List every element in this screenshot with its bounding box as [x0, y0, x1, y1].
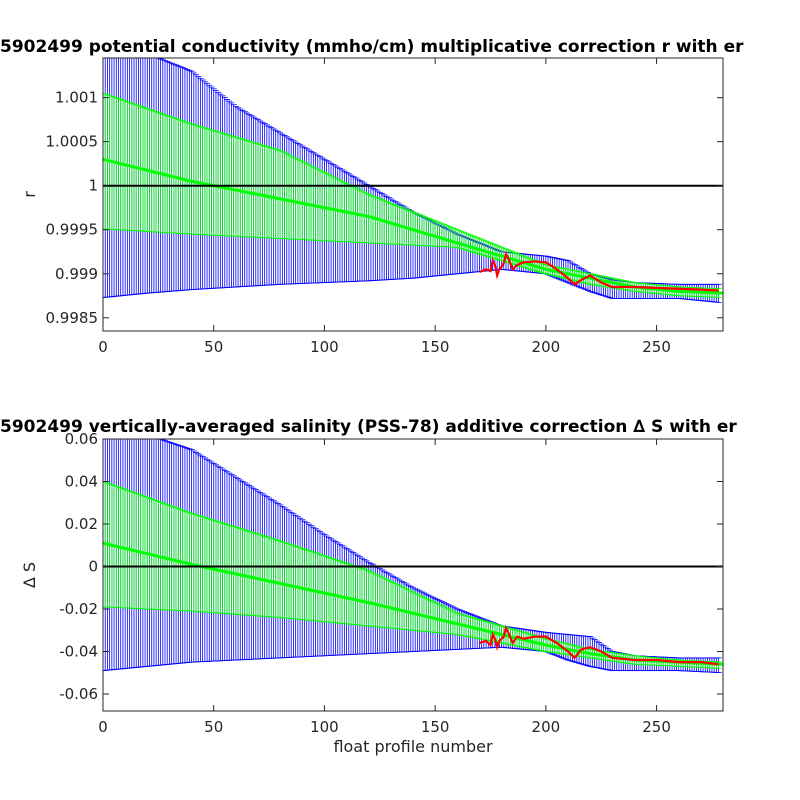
- y-axis-label: r: [20, 191, 39, 198]
- y-tick-label: 0.999: [55, 265, 98, 283]
- y-tick-label: -0.02: [59, 600, 98, 618]
- bottom-plot: 0 50 100 150 200 250 -0.06 -0.04 -0.02 0 0.02 0.04 0…: [0, 417, 737, 756]
- x-tick-label: 0: [98, 718, 108, 736]
- axes-box: [102, 57, 724, 332]
- x-tick-label: 150: [421, 338, 450, 356]
- axes-box: [102, 438, 724, 712]
- y-tick-label: 1: [88, 177, 98, 195]
- x-tick-label: 100: [310, 718, 339, 736]
- correction-line: [479, 251, 719, 292]
- x-tick-label: 200: [532, 718, 561, 736]
- x-tick-label: 50: [204, 718, 223, 736]
- y-tick-label: 0: [88, 558, 98, 576]
- y-tick-label: 0.02: [65, 515, 98, 533]
- y-tick-label: -0.06: [59, 685, 98, 703]
- y-tick-label: 1.001: [55, 89, 98, 107]
- plot-area: [103, 439, 723, 673]
- y-tick-label: 0.9995: [46, 221, 99, 239]
- y-tick-label: 0.06: [65, 430, 98, 448]
- x-tick-label: 150: [421, 718, 450, 736]
- x-tick-label: 0: [98, 338, 108, 356]
- x-tick-label: 200: [532, 338, 561, 356]
- chart-title: 5902499 vertically-averaged salinity (PS…: [0, 417, 737, 437]
- y-tick-label: 0.9985: [46, 309, 99, 327]
- x-tick-label: 250: [642, 338, 671, 356]
- x-tick-label: 100: [310, 338, 339, 356]
- x-tick-label: 50: [204, 338, 223, 356]
- y-tick-label: -0.04: [59, 643, 98, 661]
- y-tick-label: 1.0005: [46, 133, 99, 151]
- plot-area: [103, 58, 723, 303]
- correction-line: [479, 625, 719, 666]
- y-tick-label: 0.04: [65, 473, 98, 491]
- x-tick-label: 250: [642, 718, 671, 736]
- top-plot: 0 50 100 150 200 250 0.9985 0.999 0.9995 1 1.0005 1…: [0, 37, 744, 356]
- x-axis-label: float profile number: [333, 737, 493, 756]
- y-axis-label: ∆ S: [20, 562, 39, 589]
- chart-title: 5902499 potential conductivity (mmho/cm)…: [0, 37, 744, 57]
